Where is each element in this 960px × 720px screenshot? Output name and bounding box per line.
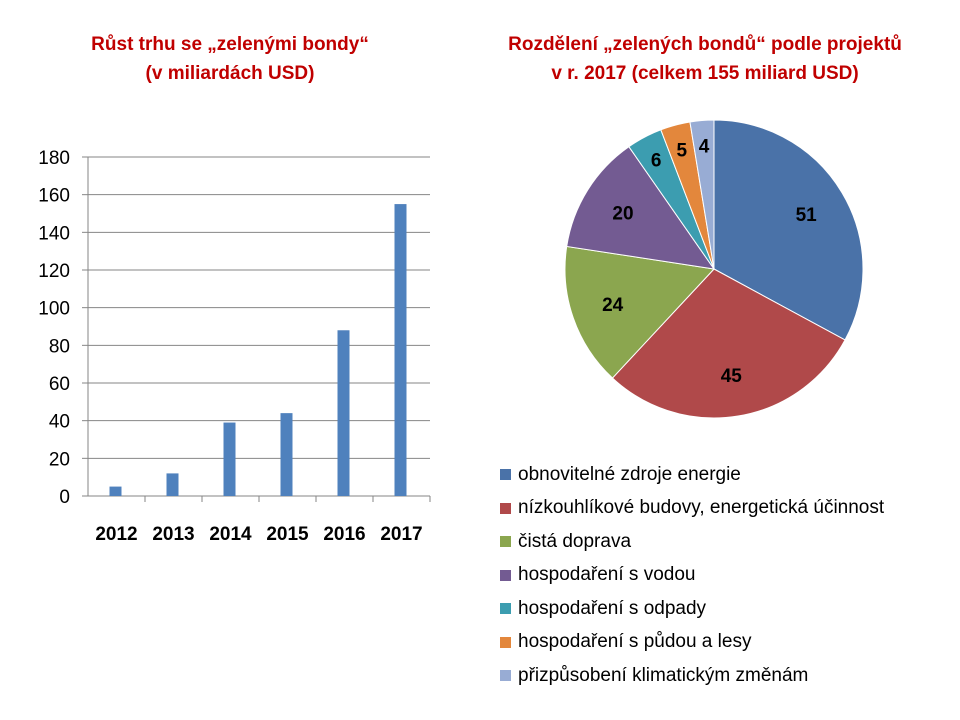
legend-swatch	[500, 469, 511, 481]
y-tick-label: 80	[49, 336, 70, 357]
legend-item: hospodaření s půdou a lesy	[500, 626, 955, 660]
legend-item: hospodaření s vodou	[500, 559, 955, 593]
legend-label: hospodaření s půdou a lesy	[518, 631, 752, 653]
bar-2017	[394, 204, 407, 497]
legend-swatch	[500, 536, 511, 548]
y-tick-label: 160	[38, 186, 70, 207]
x-tick-label: 2013	[152, 524, 194, 545]
legend-swatch	[500, 569, 511, 581]
bar-2016	[337, 330, 350, 496]
pie-data-label: 4	[699, 137, 710, 158]
pie-chart: 51 45 24 20 6 5 4	[564, 119, 864, 419]
legend-swatch	[500, 502, 511, 514]
bar-chart-title: Růst trhu se „zelenými bondy“ (v miliard…	[40, 30, 420, 88]
bar-chart: 0 20 40 60 80 100 120 140 160 180 2012 2013 2014 2015…	[38, 148, 431, 545]
pie-legend: obnovitelné zdroje energie nízkouhlíkové …	[500, 458, 955, 693]
legend-swatch	[500, 670, 511, 682]
pie-slice-1	[713, 119, 864, 341]
x-tick-label: 2015	[266, 524, 309, 545]
pie-data-label: 24	[602, 295, 624, 316]
pie-data-label: 51	[796, 205, 818, 226]
bar-chart-title-line-2: (v miliardách USD)	[145, 63, 315, 84]
y-tick-label: 100	[38, 299, 70, 320]
pie-data-label: 45	[721, 366, 743, 387]
pie-slice-2	[611, 268, 846, 419]
legend-item: obnovitelné zdroje energie	[500, 458, 955, 492]
y-tick-label: 140	[38, 223, 70, 244]
bar-2012	[109, 486, 122, 496]
legend-swatch	[500, 636, 511, 648]
pie-chart-title-line-1: Rozdělení „zelených bondů“ podle projekt…	[508, 34, 902, 55]
bar-2015	[280, 413, 293, 496]
y-tick-label: 40	[49, 412, 70, 433]
pie-slice-4	[566, 146, 716, 270]
legend-label: hospodaření s odpady	[518, 597, 707, 619]
x-tick-label: 2014	[209, 524, 252, 545]
pie-chart-title-line-2: v r. 2017 (celkem 155 miliard USD)	[551, 63, 859, 84]
pie-chart-title: Rozdělení „zelených bondů“ podle projekt…	[470, 30, 940, 88]
y-tick-label: 120	[38, 261, 70, 282]
pie-slice-3	[564, 245, 716, 379]
legend-label: obnovitelné zdroje energie	[518, 463, 741, 485]
pie-data-label: 6	[651, 151, 662, 172]
legend-label: nízkouhlíkové budovy, energetická účinno…	[518, 497, 885, 519]
legend-swatch	[500, 603, 511, 615]
pie-data-label: 20	[612, 203, 633, 224]
legend-item: čistá doprava	[500, 525, 955, 559]
legend-label: čistá doprava	[518, 530, 632, 552]
legend-item: hospodaření s odpady	[500, 592, 955, 626]
legend-label: hospodaření s vodou	[518, 564, 696, 586]
y-tick-label: 60	[49, 374, 70, 395]
bar-chart-title-line-1: Růst trhu se „zelenými bondy“	[91, 34, 369, 55]
bar-2013	[166, 473, 179, 496]
x-tick-label: 2016	[323, 524, 365, 545]
bar-2014	[223, 422, 236, 496]
legend-label: přizpůsobení klimatickým změnám	[518, 664, 809, 686]
pie-slice-7	[689, 119, 715, 270]
y-tick-label: 20	[49, 449, 70, 470]
y-tick-label: 180	[38, 148, 70, 169]
pie-data-label: 5	[677, 141, 688, 162]
legend-item: nízkouhlíkové budovy, energetická účinno…	[500, 492, 955, 526]
x-tick-label: 2012	[95, 524, 137, 545]
y-tick-label: 0	[59, 487, 70, 508]
x-tick-label: 2017	[380, 524, 422, 545]
legend-item: přizpůsobení klimatickým změnám	[500, 659, 955, 693]
